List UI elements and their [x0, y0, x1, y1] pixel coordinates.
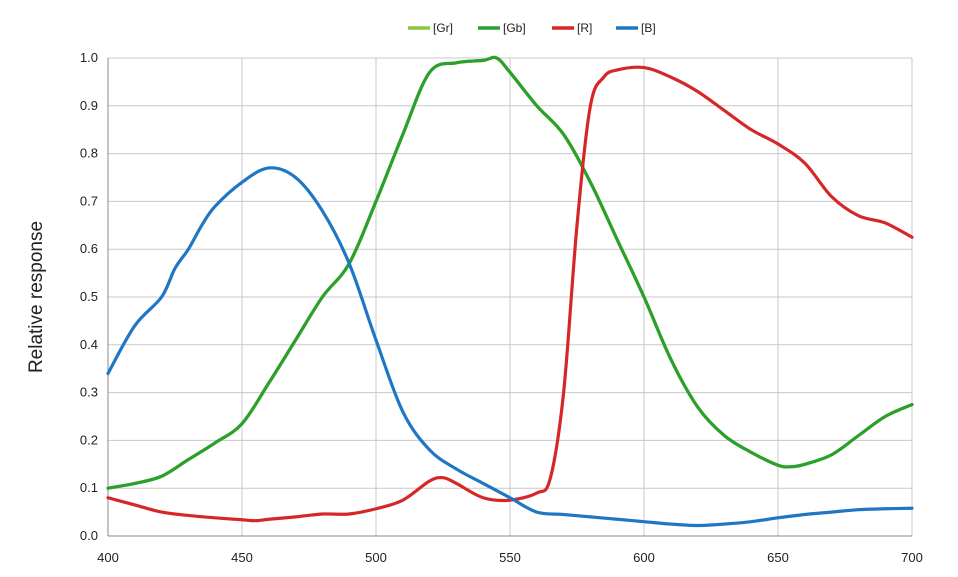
legend-label-r: [R] [577, 21, 592, 35]
y-tick-label: 0.7 [80, 193, 98, 208]
x-tick-label: 500 [365, 550, 387, 565]
series-line-r [106, 65, 914, 523]
series-line-gb [106, 55, 914, 490]
legend-label-gb: [Gb] [503, 21, 526, 35]
legend-label-b: [B] [641, 21, 656, 35]
y-tick-label: 1.0 [80, 50, 98, 65]
axes-layer: 0.0 0.1 0.2 0.3 0.4 0.5 0.6 0.7 0.8 0.9 1.0 400 450 5… [80, 50, 923, 565]
y-tick-label: 0.9 [80, 98, 98, 113]
y-tick-label: 0.6 [80, 241, 98, 256]
series-line-b [106, 166, 914, 528]
series-layer [106, 55, 914, 528]
x-tick-label: 400 [97, 550, 119, 565]
y-tick-label: 0.4 [80, 337, 98, 352]
y-axis-title: Relative response [26, 221, 47, 373]
x-tick-label: 450 [231, 550, 253, 565]
x-tick-label: 700 [901, 550, 923, 565]
y-tick-label: 0.0 [80, 528, 98, 543]
legend: [Gr] [Gb] [R] [B] [408, 21, 656, 35]
y-tick-label: 0.8 [80, 146, 98, 161]
grid-layer [107, 57, 913, 537]
legend-label-gr: [Gr] [433, 21, 453, 35]
x-tick-label: 550 [499, 550, 521, 565]
y-tick-label: 0.3 [80, 385, 98, 400]
x-tick-label: 650 [767, 550, 789, 565]
x-tick-label: 600 [633, 550, 655, 565]
y-tick-label: 0.2 [80, 432, 98, 447]
y-tick-label: 0.1 [80, 480, 98, 495]
y-tick-label: 0.5 [80, 289, 98, 304]
